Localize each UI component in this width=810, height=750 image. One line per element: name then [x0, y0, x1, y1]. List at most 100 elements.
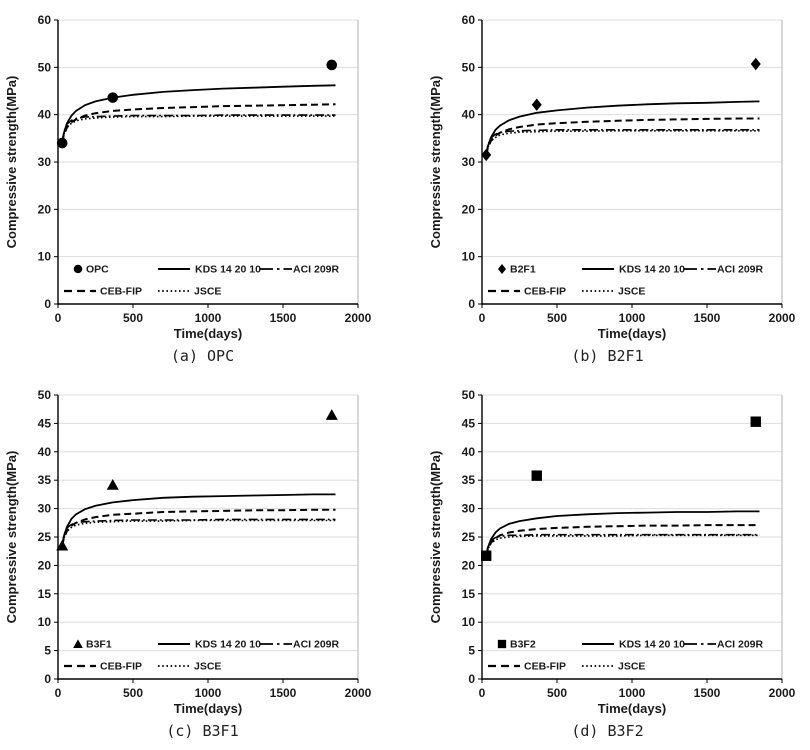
legend-label-jsce: JSCE [618, 286, 645, 298]
x-tick-label: 1000 [619, 311, 646, 325]
y-tick-label: 25 [462, 530, 476, 544]
y-tick-label: 5 [468, 644, 475, 658]
y-tick-label: 0 [468, 297, 475, 311]
legend-item-b2f1: B2F1 [498, 264, 536, 276]
y-axis-title: Compressive strength(MPa) [428, 451, 443, 624]
x-tick-label: 1500 [270, 686, 297, 700]
legend-label-aci-209r: ACI 209R [293, 639, 340, 651]
chart-panel-c: 0 500 1000 1500 2000 0 5 10 15 20 25 30 35 40 45 50 Time… [0, 375, 405, 750]
x-tick-label: 2000 [345, 686, 372, 700]
legend-label-jsce: JSCE [194, 661, 221, 673]
curve-ceb-fip [485, 524, 760, 556]
legend-label-aci-209r: ACI 209R [717, 639, 764, 651]
curve-aci-209r [61, 114, 336, 143]
y-tick-label: 10 [38, 250, 52, 264]
y-tick-label: 50 [38, 388, 52, 402]
x-tick-label: 0 [479, 686, 486, 700]
legend-item-ceb-fip: CEB-FIP [488, 286, 566, 298]
y-tick-label: 20 [462, 202, 476, 216]
y-tick-label: 45 [462, 416, 476, 430]
legend-diamond-icon [498, 264, 506, 274]
y-tick-label: 15 [462, 587, 476, 601]
legend-label-aci-209r: ACI 209R [717, 264, 764, 276]
legend-label-b2f1: B2F1 [510, 264, 536, 276]
legend-item-kds-14-20-10: KDS 14 20 10 [158, 639, 261, 651]
y-tick-label: 10 [462, 615, 476, 629]
legend-circle-icon [73, 264, 83, 274]
curve-kds-14-20-10 [61, 84, 336, 143]
legend-label-ceb-fip: CEB-FIP [524, 661, 566, 673]
x-axis-title: Time(days) [174, 701, 242, 716]
y-tick-label: 40 [462, 108, 476, 122]
x-tick-label: 1000 [195, 686, 222, 700]
y-tick-label: 30 [462, 502, 476, 516]
legend-label-kds-14-20-10: KDS 14 20 10 [619, 639, 685, 651]
y-tick-label: 0 [468, 672, 475, 686]
legend-label-kds-14-20-10: KDS 14 20 10 [195, 264, 261, 276]
chart-b-caption: (b) B2F1 [571, 347, 644, 365]
x-tick-label: 0 [55, 686, 62, 700]
legend-label-b3f1: B3F1 [86, 639, 112, 651]
data-point-b3f2 [481, 550, 492, 561]
chart-b-canvas: 0 500 1000 1500 2000 0 10 20 30 40 50 60 Time(days) C… [428, 13, 796, 341]
legend-label-opc: OPC [86, 264, 109, 276]
x-tick-label: 2000 [769, 686, 796, 700]
curve-jsce [61, 115, 336, 143]
x-tick-label: 0 [479, 311, 486, 325]
chart-a-caption: (a) OPC [170, 347, 235, 365]
legend-item-ceb-fip: CEB-FIP [64, 286, 142, 298]
chart-d-caption: (d) B3F2 [571, 722, 644, 740]
legend-label-kds-14-20-10: KDS 14 20 10 [619, 264, 685, 276]
x-tick-label: 500 [123, 311, 143, 325]
curve-ceb-fip [61, 103, 336, 143]
legend-item-aci-209r: ACI 209R [260, 264, 340, 276]
y-tick-label: 30 [38, 155, 52, 169]
chart-c-canvas: 0 500 1000 1500 2000 0 5 10 15 20 25 30 35 40 45 50 Time… [4, 388, 372, 716]
legend-item-opc: OPC [73, 264, 109, 276]
y-tick-label: 35 [38, 473, 52, 487]
legend-square-icon [497, 639, 507, 649]
legend-label-jsce: JSCE [194, 286, 221, 298]
curve-ceb-fip [485, 117, 760, 156]
data-point-b3f2 [750, 416, 761, 427]
y-tick-label: 50 [462, 388, 476, 402]
data-point-b2f1 [481, 148, 492, 162]
y-tick-label: 20 [38, 558, 52, 572]
legend-item-kds-14-20-10: KDS 14 20 10 [582, 639, 685, 651]
curve-jsce [485, 130, 760, 156]
data-point-b3f1 [56, 539, 69, 551]
legend-item-b3f1: B3F1 [73, 639, 112, 651]
legend-label-ceb-fip: CEB-FIP [524, 286, 566, 298]
legend-label-aci-209r: ACI 209R [293, 264, 340, 276]
legend-label-ceb-fip: CEB-FIP [100, 661, 142, 673]
y-tick-label: 50 [38, 60, 52, 74]
legend-triangle-icon [73, 639, 83, 648]
data-point-b3f2 [531, 470, 542, 481]
data-point-b3f1 [106, 478, 119, 490]
chart-c-caption: (c) B3F1 [166, 722, 239, 740]
y-tick-label: 10 [38, 615, 52, 629]
y-tick-label: 15 [38, 587, 52, 601]
chart-panel-b: 0 500 1000 1500 2000 0 10 20 30 40 50 60 Time(days) C… [405, 0, 810, 375]
y-axis-title: Compressive strength(MPa) [428, 76, 443, 249]
data-point-b2f1 [750, 57, 761, 71]
curve-kds-14-20-10 [485, 100, 760, 156]
curve-aci-209r [485, 533, 760, 556]
x-axis-title: Time(days) [598, 701, 666, 716]
x-tick-label: 2000 [345, 311, 372, 325]
y-tick-label: 50 [462, 60, 476, 74]
chart-a-canvas: 0 500 1000 1500 2000 0 10 20 30 40 50 60 Time(days) C… [4, 13, 372, 341]
data-point-opc [56, 137, 68, 149]
x-tick-label: 1000 [619, 686, 646, 700]
chart-panel-d: 0 500 1000 1500 2000 0 5 10 15 20 25 30 35 40 45 50 Time… [405, 375, 810, 750]
curve-aci-209r [61, 518, 336, 546]
y-tick-label: 20 [38, 202, 52, 216]
data-point-opc [107, 92, 119, 103]
legend-item-aci-209r: ACI 209R [684, 264, 764, 276]
x-axis-title: Time(days) [174, 326, 242, 341]
y-tick-label: 45 [38, 416, 52, 430]
legend-item-jsce: JSCE [582, 286, 645, 298]
x-tick-label: 1500 [694, 686, 721, 700]
x-axis-title: Time(days) [598, 326, 666, 341]
